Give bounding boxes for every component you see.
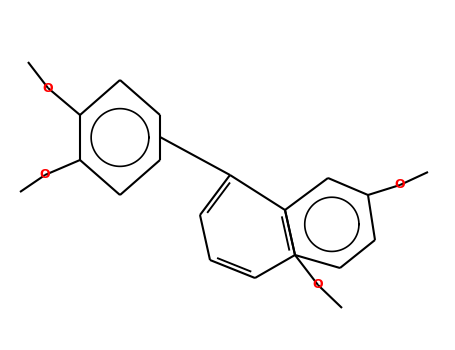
Text: O: O [394,178,405,191]
Text: O: O [40,168,51,182]
Text: O: O [313,279,324,292]
Text: O: O [43,82,53,95]
